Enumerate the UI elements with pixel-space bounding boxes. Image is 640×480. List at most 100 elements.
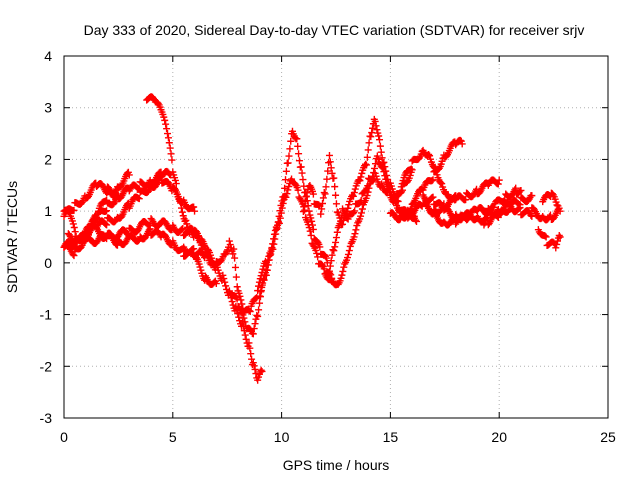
data-point (325, 151, 333, 159)
data-point (165, 139, 173, 147)
data-point (552, 244, 560, 252)
data-point (351, 207, 359, 215)
data-point (397, 183, 405, 191)
data-point (260, 275, 268, 283)
data-point (166, 144, 174, 152)
data-point (177, 199, 185, 207)
data-point (367, 133, 375, 141)
data-point (301, 197, 309, 205)
data-point (70, 206, 78, 214)
data-point (314, 253, 322, 261)
data-point (285, 182, 293, 190)
data-point (231, 254, 239, 262)
data-point (265, 256, 273, 264)
data-point (334, 280, 342, 288)
data-point (371, 117, 379, 125)
data-point (258, 283, 266, 291)
chart-title: Day 333 of 2020, Sidereal Day-to-day VTE… (84, 22, 585, 38)
data-point (407, 165, 415, 173)
data-point (287, 137, 295, 145)
data-point (259, 279, 267, 287)
data-point (251, 320, 259, 328)
data-point (69, 220, 77, 228)
data-point (349, 192, 357, 200)
data-point (322, 183, 330, 191)
data-point (344, 215, 352, 223)
data-point (429, 193, 437, 201)
data-point (326, 158, 334, 166)
series-track-6 (93, 225, 220, 289)
data-point (70, 224, 78, 232)
data-point (262, 271, 270, 279)
data-point (273, 225, 281, 233)
data-point (220, 275, 228, 283)
data-point (294, 142, 302, 150)
data-point (270, 240, 278, 248)
data-point (162, 120, 170, 128)
data-point (339, 267, 347, 275)
data-point (320, 265, 328, 273)
data-point (358, 205, 366, 213)
data-point (556, 233, 564, 241)
data-point (233, 295, 241, 303)
data-point (320, 189, 328, 197)
data-point (71, 228, 79, 236)
data-point (235, 313, 243, 321)
data-point (245, 339, 253, 347)
data-point (357, 173, 365, 181)
data-point (556, 207, 564, 215)
data-point (167, 150, 175, 158)
data-point (330, 174, 338, 182)
data-point (196, 263, 204, 271)
data-point (500, 197, 508, 205)
data-point (293, 135, 301, 143)
data-point (241, 318, 249, 326)
data-point (328, 251, 336, 259)
data-point (428, 177, 436, 185)
data-point (403, 178, 411, 186)
data-point (256, 299, 264, 307)
data-point (299, 176, 307, 184)
data-point (246, 344, 254, 352)
data-point (257, 366, 265, 374)
data-point (350, 189, 358, 197)
data-point (376, 136, 384, 144)
data-point (555, 231, 563, 239)
data-point (317, 210, 325, 218)
data-point (240, 314, 248, 322)
data-point (198, 236, 206, 244)
data-point (190, 203, 198, 211)
data-point (333, 228, 341, 236)
data-point (271, 235, 279, 243)
data-point (255, 282, 263, 290)
data-point (345, 247, 353, 255)
data-point (375, 132, 383, 140)
data-point (340, 263, 348, 271)
data-point (103, 221, 111, 229)
data-point (197, 266, 205, 274)
series-track-10 (256, 175, 336, 300)
data-point (229, 250, 237, 258)
y-tick-label: -2 (40, 358, 53, 374)
data-point (501, 196, 509, 204)
data-point (279, 199, 287, 207)
data-point (490, 203, 498, 211)
data-point (378, 163, 386, 171)
data-point (191, 207, 199, 215)
data-point (356, 177, 364, 185)
data-point (368, 129, 376, 137)
y-tick-label: 1 (44, 203, 52, 219)
data-point (283, 190, 291, 198)
data-point (297, 163, 305, 171)
data-point (182, 216, 190, 224)
data-point (291, 134, 299, 142)
data-point (241, 331, 249, 339)
data-point (163, 125, 171, 133)
data-point (257, 288, 265, 296)
data-point (230, 245, 238, 253)
data-point (286, 145, 294, 153)
data-point (351, 185, 359, 193)
data-point (168, 156, 176, 164)
data-point (221, 278, 229, 286)
data-point (285, 152, 293, 160)
